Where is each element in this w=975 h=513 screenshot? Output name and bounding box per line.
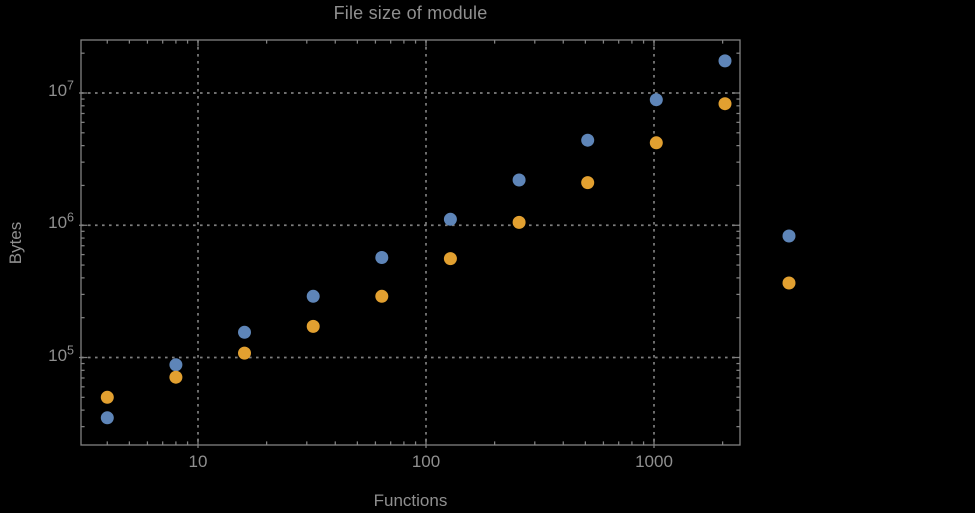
x-tick-label: 1000 (635, 452, 673, 471)
data-point-blue-series (581, 133, 595, 147)
plot-frame (80, 39, 741, 446)
data-point-blue-series (443, 212, 457, 226)
data-point-orange-series (238, 346, 251, 360)
y-tick-label: 107 (48, 78, 74, 100)
data-point-orange-series (581, 176, 595, 190)
data-point-orange-series (169, 370, 183, 384)
data-point-orange-series (306, 319, 320, 333)
y-tick-label: 105 (48, 342, 74, 365)
legend-marker-blue (782, 229, 796, 243)
x-tick-label: 10 (188, 452, 208, 471)
data-point-blue-series (718, 54, 732, 68)
data-point-orange-series (718, 97, 732, 111)
data-point-blue-series (512, 173, 526, 187)
data-point-blue-series (649, 93, 663, 107)
y-axis-label: Bytes (6, 221, 25, 265)
data-point-orange-series (100, 390, 114, 404)
x-tick-label: 100 (411, 452, 441, 471)
data-point-blue-series (100, 411, 114, 425)
data-point-orange-series (512, 215, 526, 229)
data-point-blue-series (375, 251, 389, 264)
legend-marker-orange (782, 276, 796, 290)
plot-title: File size of module (333, 3, 488, 23)
data-point-orange-series (649, 136, 663, 150)
data-point-blue-series (306, 289, 320, 303)
y-tick-label: 106 (48, 210, 74, 233)
data-point-blue-series (169, 358, 183, 372)
data-point-orange-series (375, 289, 389, 303)
data-point-blue-series (238, 325, 251, 339)
data-point-orange-series (443, 252, 457, 266)
x-axis-label: Functions (373, 491, 448, 510)
